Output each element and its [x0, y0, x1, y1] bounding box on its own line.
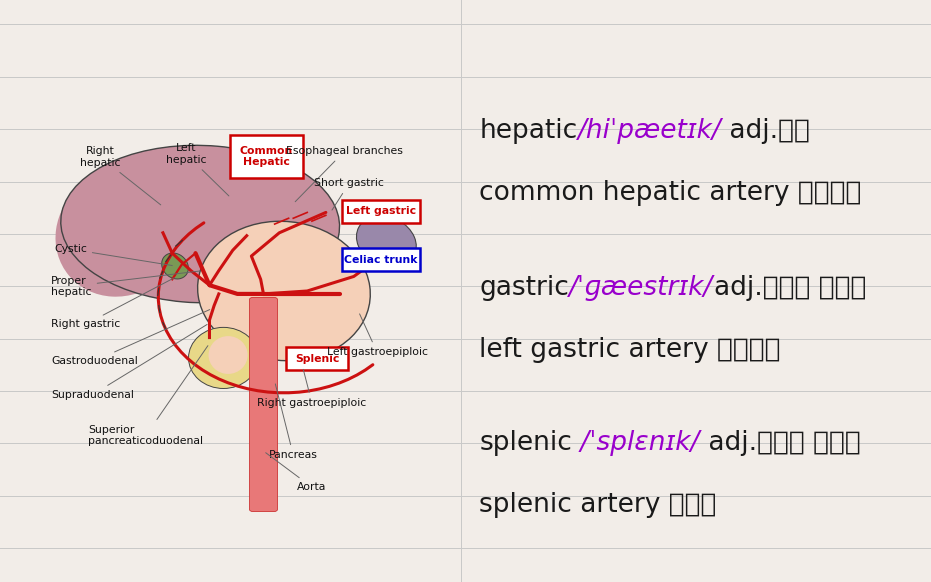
Text: Pancreas: Pancreas [269, 384, 317, 460]
Text: Common
Hepatic: Common Hepatic [239, 146, 293, 168]
FancyBboxPatch shape [230, 135, 303, 178]
Text: Celiac trunk: Celiac trunk [344, 254, 417, 265]
Text: /hiˈpæetɪk/: /hiˈpæetɪk/ [578, 118, 722, 144]
Text: hepatic: hepatic [479, 118, 578, 144]
Text: adj.肝的: adj.肝的 [722, 118, 810, 144]
Text: Proper
hepatic: Proper hepatic [51, 271, 200, 297]
Text: /ˈsplɛnɪk/: /ˈsplɛnɪk/ [573, 431, 700, 456]
Text: Short gastric: Short gastric [314, 178, 385, 210]
Text: gastric: gastric [479, 275, 570, 301]
Text: left gastric artery 胃左动脉: left gastric artery 胃左动脉 [479, 338, 781, 363]
Text: adj.胃的； 胃部的: adj.胃的； 胃部的 [713, 275, 866, 301]
Ellipse shape [162, 253, 188, 279]
Text: /ˈɡæestrɪk/: /ˈɡæestrɪk/ [570, 275, 713, 301]
Text: Supraduodenal: Supraduodenal [51, 324, 207, 400]
Text: splenic: splenic [479, 431, 573, 456]
Text: Right gastric: Right gastric [51, 278, 174, 329]
Text: Right
hepatic: Right hepatic [80, 146, 161, 205]
Ellipse shape [188, 327, 259, 389]
Text: Splenic: Splenic [295, 353, 339, 364]
Text: Gastroduodenal: Gastroduodenal [51, 310, 209, 366]
Text: Cystic: Cystic [54, 244, 172, 265]
Ellipse shape [56, 169, 186, 297]
FancyBboxPatch shape [342, 200, 420, 223]
Text: splenic artery 脾动脉: splenic artery 脾动脉 [479, 492, 717, 518]
Text: Superior
pancreaticoduodenal: Superior pancreaticoduodenal [88, 346, 208, 446]
Text: Right gastroepiploic: Right gastroepiploic [257, 370, 367, 408]
Text: adj.脾的； 脾脏的: adj.脾的； 脾脏的 [700, 431, 860, 456]
Text: common hepatic artery 肝总动脉: common hepatic artery 肝总动脉 [479, 180, 862, 206]
Text: Left
hepatic: Left hepatic [166, 143, 229, 196]
FancyBboxPatch shape [342, 248, 420, 271]
Text: Aorta: Aorta [265, 453, 327, 492]
Ellipse shape [61, 146, 340, 303]
Ellipse shape [209, 336, 248, 374]
Ellipse shape [357, 216, 416, 267]
Text: Left gastroepiploic: Left gastroepiploic [327, 314, 427, 357]
Ellipse shape [197, 221, 371, 361]
FancyBboxPatch shape [250, 297, 277, 512]
Text: Esophageal branches: Esophageal branches [286, 146, 403, 202]
Text: Left gastric: Left gastric [345, 206, 416, 217]
FancyBboxPatch shape [286, 347, 348, 370]
